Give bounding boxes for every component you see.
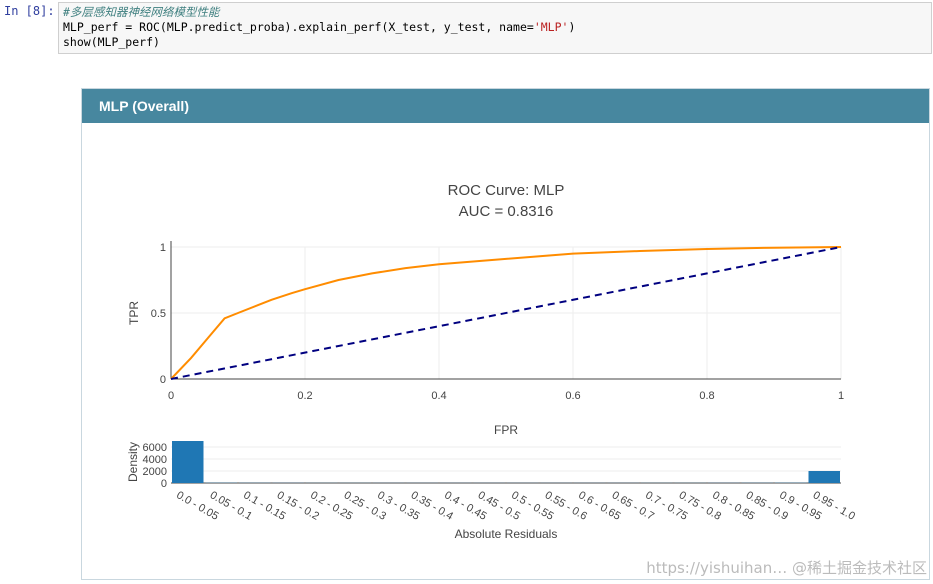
hist-bar <box>808 471 840 483</box>
hist-y-tick-label: 4000 <box>143 454 167 466</box>
y-tick-label: 1 <box>160 242 166 254</box>
code-editor[interactable]: #多层感知器神经网络模型性能 MLP_perf = ROC(MLP.predic… <box>58 2 932 54</box>
charts-svg: ROC Curve: MLP AUC = 0.8316 0 0.2 0.4 0.6 0.8 1… <box>126 182 857 541</box>
code-string: 'MLP' <box>533 20 569 34</box>
x-tick-label: 1 <box>838 390 844 402</box>
hist-y-tick-label: 2000 <box>143 466 167 478</box>
x-axis-label: FPR <box>494 423 518 437</box>
panel-title: MLP (Overall) <box>82 89 929 123</box>
y-tick-label: 0 <box>160 374 166 386</box>
code-comment: #多层感知器神经网络模型性能 <box>63 5 220 19</box>
hist-x-axis-label: Absolute Residuals <box>455 527 558 541</box>
y-tick-label: 0.5 <box>151 308 166 320</box>
roc-curve-line <box>170 246 842 380</box>
x-tick-label: 0.2 <box>297 390 312 402</box>
hist-y-tick-label: 0 <box>161 478 167 490</box>
hist-y-axis-label: Density <box>126 442 140 482</box>
y-axis-label: TPR <box>127 301 141 325</box>
x-tick-label: 0.6 <box>565 390 580 402</box>
output-panel: MLP (Overall) ROC Curve: MLP AUC = 0.8316… <box>81 88 930 580</box>
diagonal-reference-line <box>170 246 842 380</box>
x-tick-label: 0 <box>168 390 174 402</box>
x-tick-label: 0.4 <box>431 390 446 402</box>
code-line-3: show(MLP_perf) <box>63 35 160 49</box>
cell-prompt: In [8]: <box>4 4 55 18</box>
notebook-input-cell: In [8]: #多层感知器神经网络模型性能 MLP_perf = ROC(ML… <box>0 0 933 56</box>
watermark: https://yishuihan… @稀土掘金技术社区 <box>646 559 927 577</box>
code-line-2: MLP_perf = ROC(MLP.predict_proba).explai… <box>63 20 576 34</box>
hist-bar <box>172 441 204 483</box>
chart-title: ROC Curve: MLP <box>448 182 565 199</box>
hist-y-tick-label: 6000 <box>143 442 167 454</box>
chart-subtitle: AUC = 0.8316 <box>459 203 554 220</box>
x-tick-label: 0.8 <box>699 390 714 402</box>
